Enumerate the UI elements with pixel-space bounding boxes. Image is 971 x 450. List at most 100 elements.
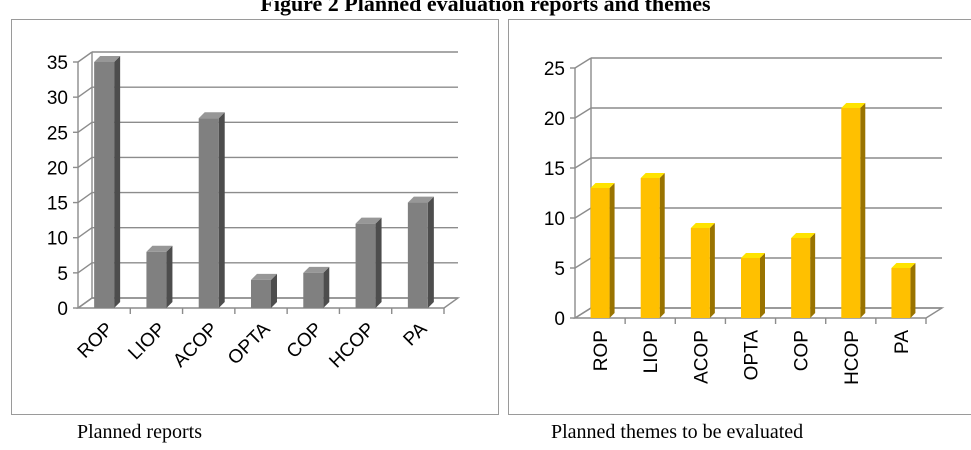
side-wall-gridline — [77, 262, 93, 274]
figure-title: Figure 2 Planned evaluation reports and … — [260, 0, 711, 16]
bar-front — [791, 238, 811, 318]
x-tick-label: ACOP — [691, 330, 712, 384]
bar-front — [146, 251, 167, 308]
bar-front — [741, 258, 760, 318]
bar-side — [910, 263, 916, 318]
bar-top — [590, 183, 615, 188]
bar-hcop — [841, 103, 866, 318]
caption-planned-themes: Planned themes to be evaluated — [551, 421, 804, 443]
side-wall-gridline — [574, 157, 592, 169]
y-tick-label: 35 — [47, 53, 68, 74]
y-tick-label: 20 — [544, 109, 565, 130]
bar-rop — [590, 183, 615, 318]
y-tick-label: 30 — [47, 88, 68, 109]
caption-planned-reports: Planned reports — [77, 421, 202, 443]
bar-top — [355, 217, 382, 224]
side-wall-gridline — [574, 107, 592, 119]
planned-reports-chart: 0 5 10 15 20 25 30 35 ROP LIOP ACOP OPTA COP HCOP PA — [11, 19, 499, 415]
x-tick-label: ROP — [591, 330, 612, 371]
bar-opta — [741, 253, 765, 318]
bar-front — [841, 108, 861, 318]
y-tick-label: 10 — [544, 209, 565, 230]
bar-liop — [640, 173, 665, 318]
bar-front — [198, 118, 219, 308]
bar-side — [271, 273, 277, 308]
x-tick-label: OPTA — [742, 330, 763, 381]
bar-top — [640, 173, 665, 178]
bar-acop — [198, 112, 225, 308]
y-tick-label: 25 — [47, 123, 68, 144]
x-tick-label: PA — [892, 330, 913, 354]
x-tick-label: LIOP — [124, 319, 169, 364]
y-tick-label: 0 — [57, 299, 68, 320]
bar-opta — [251, 273, 277, 308]
bar-top — [841, 103, 866, 108]
bar-front — [690, 228, 710, 318]
bar-front — [251, 279, 271, 308]
bar-side — [114, 56, 121, 308]
bar-front — [590, 188, 610, 318]
bar-front — [355, 223, 376, 308]
bar-side — [166, 245, 173, 308]
bar-front — [94, 62, 115, 308]
side-wall-gridline — [574, 257, 592, 269]
bar-cop — [303, 266, 330, 308]
bar-side — [760, 253, 765, 318]
y-tick-label: 15 — [544, 159, 565, 180]
x-tick-label: LIOP — [641, 330, 662, 373]
side-wall-gridline — [77, 227, 93, 239]
side-wall-gridline — [77, 192, 93, 204]
x-tick-label: COP — [792, 330, 813, 371]
x-tick-label: COP — [283, 319, 327, 363]
bar-side — [860, 103, 866, 318]
bar-top — [146, 245, 173, 252]
bar-front — [407, 202, 428, 308]
bar-side — [218, 112, 225, 308]
bar-side — [810, 233, 816, 318]
bar-cop — [791, 233, 816, 318]
bar-top — [741, 253, 765, 258]
bar-pa — [891, 263, 916, 318]
y-tick-label: 25 — [544, 59, 565, 80]
bar-hcop — [355, 217, 382, 308]
bar-front — [303, 272, 324, 308]
y-tick-label: 5 — [57, 264, 68, 285]
bar-top — [251, 273, 277, 280]
bar-front — [891, 268, 911, 318]
y-tick-label: 0 — [554, 309, 565, 330]
side-wall-gridline — [77, 51, 93, 63]
x-tick-label: ROP — [74, 319, 118, 363]
bar-side — [323, 266, 330, 308]
bar-acop — [690, 223, 715, 318]
bar-side — [427, 196, 434, 308]
x-tick-label: ACOP — [169, 319, 222, 372]
bar-top — [94, 56, 121, 62]
side-wall-gridline — [77, 121, 93, 133]
bar-top — [198, 112, 225, 119]
bar-rop — [94, 56, 121, 308]
planned-themes-chart: 0 5 10 15 20 25 ROP LIOP ACOP OPTA COP HCOP PA — [508, 19, 971, 415]
side-wall-gridline — [574, 57, 592, 69]
bar-front — [640, 178, 660, 318]
bar-side — [375, 217, 382, 308]
planned-themes-chart-svg: 0 5 10 15 20 25 ROP LIOP ACOP OPTA COP HCOP PA — [544, 57, 945, 385]
bar-side — [709, 223, 715, 318]
side-wall-gridline — [77, 86, 93, 98]
bar-top — [791, 233, 816, 238]
side-wall-gridline — [77, 156, 93, 168]
x-tick-label: HCOP — [325, 319, 379, 373]
bar-side — [659, 173, 665, 318]
bar-top — [407, 196, 434, 203]
y-tick-label: 5 — [554, 259, 565, 280]
x-tick-label: OPTA — [224, 318, 275, 369]
bar-top — [690, 223, 715, 228]
bar-liop — [146, 245, 173, 308]
y-tick-label: 15 — [47, 194, 68, 215]
y-tick-label: 10 — [47, 229, 68, 250]
bar-top — [891, 263, 916, 268]
x-tick-label: HCOP — [842, 330, 863, 385]
bar-top — [303, 266, 330, 273]
y-tick-label: 20 — [47, 158, 68, 179]
bar-pa — [407, 196, 434, 308]
